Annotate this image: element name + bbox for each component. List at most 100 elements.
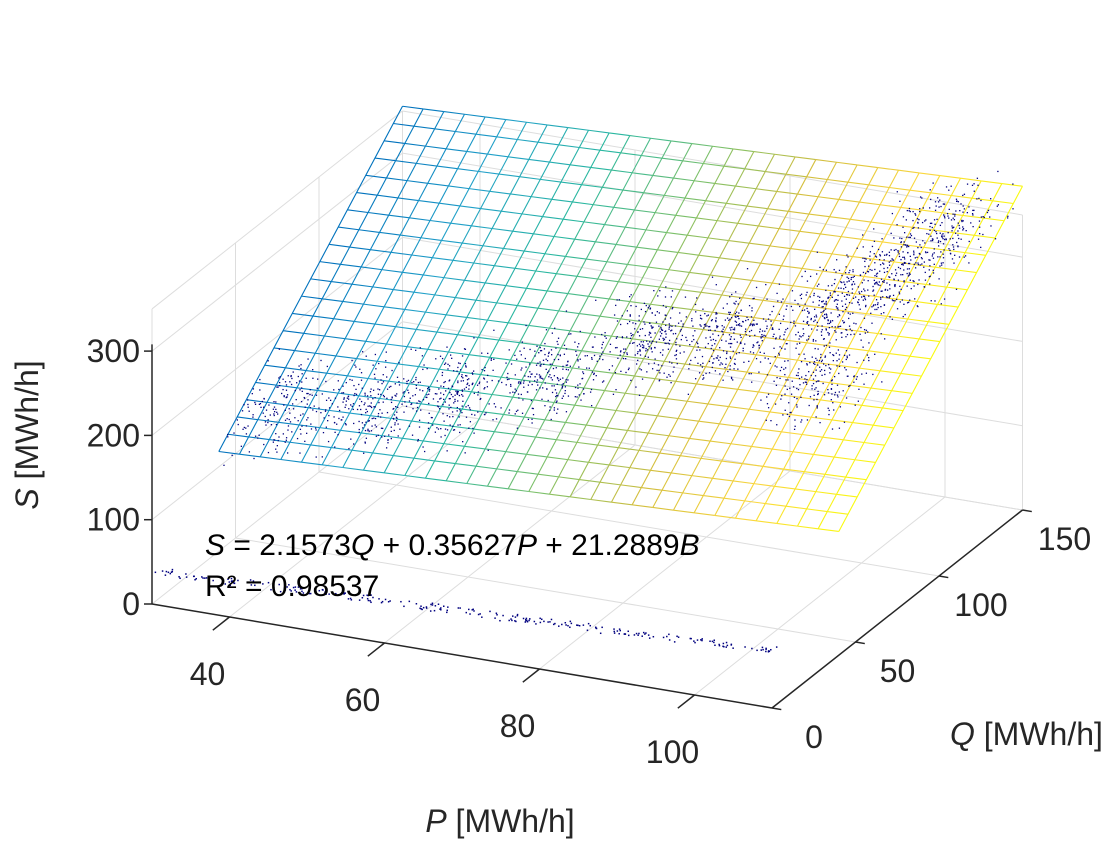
scatter-point <box>628 295 631 298</box>
mesh-line <box>296 387 318 391</box>
scatter-point <box>814 375 817 377</box>
scatter-point <box>694 378 697 380</box>
mesh-line <box>873 424 894 429</box>
mesh-line <box>462 242 483 247</box>
scatter-point <box>699 349 701 351</box>
scatter-point <box>692 335 694 337</box>
scatter-point <box>652 635 655 638</box>
scatter-point <box>626 352 628 354</box>
scatter-point <box>825 302 827 304</box>
mesh-line <box>854 293 876 297</box>
scatter-point <box>917 246 919 249</box>
scatter-point <box>814 308 816 310</box>
scatter-point <box>679 330 682 332</box>
mesh-line <box>629 301 651 305</box>
scatter-point <box>907 262 910 265</box>
scatter-point <box>778 328 780 331</box>
x-tick-label: 100 <box>646 734 699 770</box>
scatter-point <box>472 373 474 375</box>
scatter-point <box>838 314 841 317</box>
scatter-point <box>515 390 518 392</box>
scatter-point <box>284 441 286 443</box>
scatter-point <box>682 323 684 325</box>
mesh-line <box>269 439 291 443</box>
scatter-point <box>816 398 818 401</box>
scatter-point <box>574 396 576 398</box>
scatter-point <box>587 622 590 625</box>
scatter-point <box>420 409 422 411</box>
scatter-point <box>699 314 702 317</box>
mesh-line <box>877 167 899 171</box>
scatter-point <box>557 395 559 397</box>
scatter-point <box>904 313 906 316</box>
scatter-point <box>845 350 848 352</box>
scatter-point <box>801 275 803 278</box>
scatter-point <box>937 245 940 247</box>
scatter-point <box>932 257 935 259</box>
scatter-point <box>838 365 841 368</box>
scatter-point <box>904 258 906 260</box>
scatter-point <box>495 612 498 615</box>
scatter-point <box>365 421 367 423</box>
mesh-line <box>769 245 791 250</box>
scatter-point <box>703 377 705 379</box>
scatter-point <box>823 309 825 312</box>
scatter-point <box>833 282 836 285</box>
scatter-point <box>828 296 830 298</box>
scatter-point <box>356 408 359 411</box>
scatter-point <box>756 649 758 652</box>
scatter-point <box>864 265 866 268</box>
scatter-point <box>425 606 428 608</box>
scatter-point <box>456 370 458 372</box>
scatter-point <box>748 304 751 307</box>
scatter-point <box>403 391 405 393</box>
mesh-line <box>487 485 509 490</box>
scatter-point <box>640 341 642 343</box>
mesh-line <box>581 350 603 354</box>
scatter-point <box>591 371 594 373</box>
scatter-point <box>880 298 882 300</box>
scatter-point <box>796 397 798 400</box>
scatter-point <box>468 407 471 409</box>
scatter-point <box>831 284 833 287</box>
mesh-line <box>785 505 807 510</box>
scatter-point <box>726 303 728 305</box>
scatter-point <box>641 378 644 380</box>
scatter-point <box>943 238 946 241</box>
scatter-point <box>451 357 453 359</box>
mesh-line <box>553 235 575 240</box>
scatter-point <box>806 321 808 324</box>
mesh-line <box>319 427 341 431</box>
mesh-line <box>260 456 281 461</box>
scatter-point <box>847 277 850 280</box>
scatter-point <box>448 398 450 400</box>
scatter-point <box>228 581 231 583</box>
scatter-point <box>929 275 931 277</box>
scatter-point <box>701 355 704 358</box>
scatter-point <box>957 222 959 224</box>
scatter-point <box>879 255 882 257</box>
scatter-point <box>989 216 991 218</box>
scatter-point <box>361 422 364 424</box>
scatter-point <box>734 303 736 305</box>
scatter-point <box>529 618 531 620</box>
scatter-point <box>408 425 411 427</box>
scatter-point <box>935 232 938 235</box>
mesh-line <box>946 286 968 291</box>
mesh-line <box>324 335 346 340</box>
scatter-point <box>358 420 360 423</box>
scatter-point <box>883 254 886 256</box>
scatter-point <box>809 296 811 298</box>
scatter-point <box>868 356 870 359</box>
scatter-point <box>540 349 543 352</box>
scatter-point <box>550 418 552 421</box>
scatter-point <box>508 619 510 622</box>
mesh-line <box>402 437 424 442</box>
scatter-point <box>844 303 847 305</box>
scatter-point <box>834 329 836 332</box>
scatter-point <box>616 320 619 322</box>
mesh-line <box>831 253 853 258</box>
scatter-point <box>370 405 372 408</box>
scatter-point <box>294 586 297 588</box>
scatter-point <box>828 322 831 325</box>
